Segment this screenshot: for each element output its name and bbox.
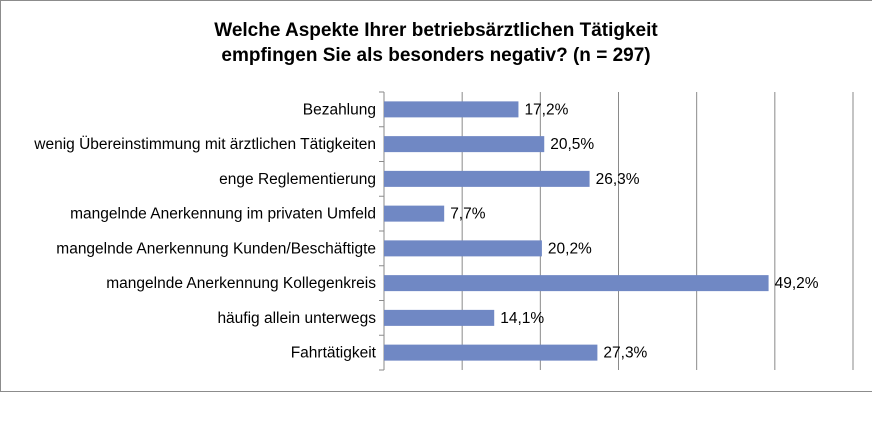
bars — [384, 101, 769, 361]
data-label: 20,5% — [550, 136, 594, 153]
bar — [384, 136, 545, 153]
category-label: mangelnde Anerkennung Kollegenkreis — [106, 275, 376, 292]
category-label: mangelnde Anerkennung Kunden/Beschäftigt… — [56, 240, 376, 257]
category-label: Bezahlung — [303, 101, 376, 118]
category-label: Fahrtätigkeit — [291, 345, 377, 362]
bar — [384, 275, 769, 292]
bar — [384, 309, 495, 326]
data-label: 27,3% — [603, 345, 647, 362]
bar — [384, 205, 445, 222]
data-label: 7,7% — [450, 206, 486, 223]
category-label: häufig allein unterwegs — [217, 310, 376, 327]
data-label: 17,2% — [524, 101, 568, 118]
category-label: wenig Übereinstimmung mit ärztlichen Tät… — [33, 135, 376, 153]
chart-frame — [0, 0, 872, 392]
gridlines — [461, 92, 854, 370]
bar — [384, 344, 598, 361]
data-label: 20,2% — [548, 240, 592, 257]
category-labels: Bezahlung wenig Übereinstimmung mit ärztl… — [33, 101, 376, 361]
chart-title-line-2: empfingen Sie als besonders negativ? (n … — [221, 45, 651, 66]
chart-title-line-1: Welche Aspekte Ihrer betriebsärztlichen … — [214, 20, 658, 41]
axes — [379, 91, 385, 371]
value-labels: 17,2% 20,5% 26,3% 7,7% 20,2% 49,2% 14,1% 27,3% — [450, 101, 819, 361]
bar — [384, 170, 590, 187]
category-label: mangelnde Anerkennung im privaten Umfeld — [70, 206, 376, 223]
data-label: 49,2% — [775, 275, 819, 292]
bar — [384, 240, 542, 257]
chart-title: Welche Aspekte Ihrer betriebsärztlichen … — [0, 18, 872, 68]
category-label: enge Reglementierung — [219, 171, 376, 188]
data-label: 14,1% — [500, 310, 544, 327]
data-label: 26,3% — [596, 171, 640, 188]
bar — [384, 101, 519, 118]
